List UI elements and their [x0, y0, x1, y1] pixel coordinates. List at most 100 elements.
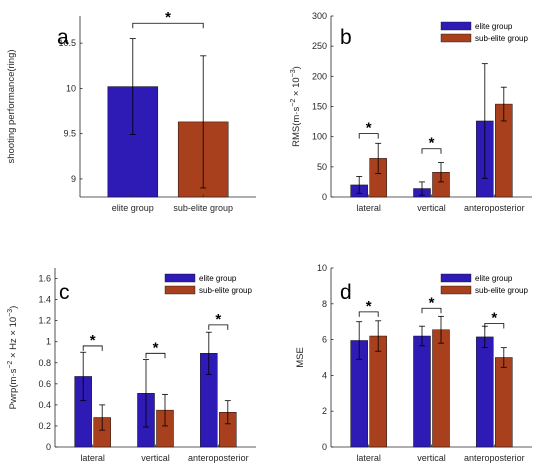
y-tick-label: 10 [66, 83, 76, 93]
significance-bracket [132, 22, 204, 29]
y-axis-title: MSE [295, 347, 306, 368]
legend-label: sub-elite group [475, 286, 528, 295]
y-axis-title-part: ) [291, 66, 302, 69]
y-tick-label: 0 [322, 442, 327, 452]
y-axis-title: RMS(m·s−2 × 10−3) [290, 66, 302, 147]
significance-star: * [215, 311, 221, 328]
y-tick-label: 1.6 [38, 274, 51, 284]
y-axis-title: shooting performance(ring) [6, 49, 17, 163]
legend-swatch [440, 285, 472, 295]
significance-bracket [208, 324, 229, 330]
y-tick-label: 0.4 [38, 400, 51, 410]
bar [476, 336, 494, 448]
y-tick-label: 0.2 [38, 421, 51, 431]
y-tick-label: 250 [312, 41, 327, 51]
legend: elite group sub-elite group [440, 273, 528, 295]
y-axis-title-part: Pwrp(m [8, 377, 19, 410]
legend-swatch [440, 33, 472, 43]
legend-swatch [164, 273, 196, 283]
y-tick-label: 0 [322, 192, 327, 202]
y-tick-label: 4 [322, 370, 327, 380]
significance-star: * [366, 120, 372, 137]
bar [369, 335, 387, 448]
x-tick-label: elite group [112, 203, 154, 213]
y-axis-title-part: −2 [7, 361, 14, 369]
legend-swatch [440, 21, 472, 31]
y-tick-label: 9 [71, 174, 76, 184]
y-axis-title-part: · [291, 111, 302, 114]
legend-label: elite group [475, 22, 513, 31]
y-axis-title-part: × Hz × 10 [8, 317, 19, 361]
legend-label: elite group [475, 274, 513, 283]
legend: elite group sub-elite group [440, 21, 528, 43]
y-axis-title-part: −3 [7, 309, 14, 317]
significance-bracket [145, 352, 166, 359]
significance-star: * [366, 298, 372, 315]
y-tick-label: 1.4 [38, 295, 51, 305]
panel-letter: c [59, 281, 70, 304]
y-tick-label: 10 [317, 263, 327, 273]
y-axis-title-part: −3 [290, 69, 297, 77]
significance-star: * [429, 294, 435, 311]
y-tick-label: 0 [46, 442, 51, 452]
y-axis-title-part: −2 [290, 99, 297, 107]
y-tick-label: 9.5 [63, 129, 76, 139]
legend-label: elite group [199, 274, 237, 283]
y-axis-title-part: s [8, 368, 19, 373]
significance-star: * [491, 309, 497, 326]
panel-b: 0 50 100 150 200 250 300 RMS(m·s−2 × 10−3) b late… [290, 11, 532, 213]
legend-swatch [164, 285, 196, 295]
significance-bracket [82, 345, 103, 351]
bar [495, 357, 513, 448]
x-tick-label: sub-elite group [173, 203, 233, 213]
y-tick-label: 0.6 [38, 379, 51, 389]
significance-bracket [358, 311, 379, 317]
y-axis-title-part: × 10 [291, 77, 302, 98]
y-tick-label: 300 [312, 11, 327, 21]
y-tick-label: 6 [322, 335, 327, 345]
x-tick-label: vertical [417, 203, 446, 213]
y-tick-label: 100 [312, 132, 327, 142]
legend-label: sub-elite group [475, 34, 528, 43]
panel-c: 0 0.2 0.4 0.6 0.8 1 1.2 1.4 1.6 Pwrp(m·s−2 × Hz ×… [7, 268, 256, 463]
x-tick-label: vertical [141, 453, 170, 463]
bar [432, 329, 450, 448]
legend-label: sub-elite group [199, 286, 252, 295]
y-tick-label: 10.5 [58, 38, 76, 48]
x-tick-label: anteroposterior [464, 203, 525, 213]
panel-d: 0 2 4 6 8 10 MSE d lateral vertical anteroposterio… [295, 263, 532, 463]
y-axis-title-part: ) [8, 306, 19, 309]
y-tick-label: 8 [322, 299, 327, 309]
significance-bracket [421, 307, 442, 314]
y-axis-title-part: s [291, 106, 302, 111]
significance-star: * [165, 9, 171, 26]
panel-letter: b [340, 26, 352, 49]
y-tick-label: 200 [312, 71, 327, 81]
legend: elite group sub-elite group [164, 273, 252, 295]
x-tick-label: lateral [80, 453, 105, 463]
y-axis-title: Pwrp(m·s−2 × Hz × 10−3) [7, 306, 19, 410]
panel-a: 9 9.5 10 10.5 shooting performance(ring) a eli… [6, 9, 256, 213]
y-tick-label: 1 [46, 337, 51, 347]
significance-star: * [90, 332, 96, 349]
y-tick-label: 50 [317, 162, 327, 172]
significance-star: * [153, 339, 159, 356]
legend-swatch [440, 273, 472, 283]
x-tick-label: anteroposterior [188, 453, 249, 463]
y-axis-title-part: · [8, 373, 19, 376]
x-tick-label: anteroposterior [464, 453, 525, 463]
y-tick-label: 1.2 [38, 316, 51, 326]
x-tick-label: vertical [417, 453, 446, 463]
y-tick-label: 2 [322, 406, 327, 416]
x-tick-label: lateral [356, 453, 381, 463]
significance-bracket [421, 148, 442, 154]
y-tick-label: 150 [312, 102, 327, 112]
panel-letter: a [57, 26, 69, 49]
y-tick-label: 0.8 [38, 358, 51, 368]
significance-bracket [358, 133, 379, 139]
y-axis-title-part: RMS(m [291, 115, 302, 147]
panel-letter: d [340, 281, 352, 304]
bar [413, 335, 431, 448]
x-tick-label: lateral [356, 203, 381, 213]
